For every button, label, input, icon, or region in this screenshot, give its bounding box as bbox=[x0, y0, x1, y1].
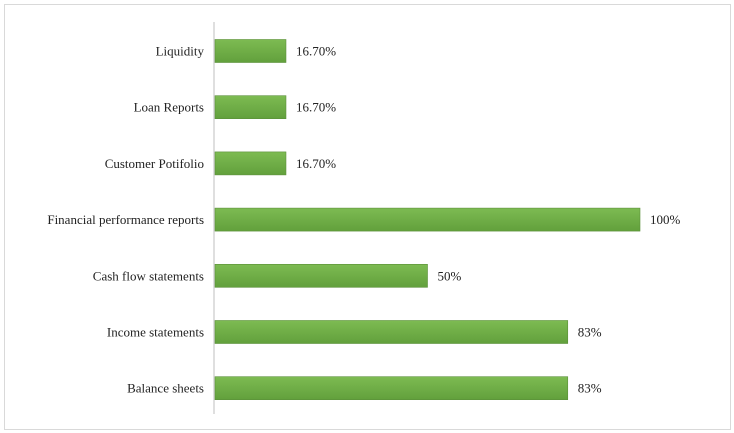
value-label-3: 100% bbox=[650, 212, 681, 227]
bar-4 bbox=[214, 263, 428, 288]
category-label-4: Cash flow statements bbox=[93, 268, 204, 283]
category-label-5: Income statements bbox=[107, 325, 204, 340]
category-label-1: Loan Reports bbox=[134, 100, 204, 115]
category-label-3: Financial performance reports bbox=[47, 212, 204, 227]
bar-5 bbox=[214, 320, 569, 344]
value-label-1: 16.70% bbox=[296, 100, 336, 115]
value-labels: 16.70% 16.70% 16.70% 100% 50% 83% 83% bbox=[296, 44, 681, 396]
value-label-0: 16.70% bbox=[296, 44, 336, 59]
category-label-6: Balance sheets bbox=[127, 381, 204, 396]
bar-3 bbox=[214, 207, 641, 232]
bar-2 bbox=[214, 151, 287, 176]
value-label-4: 50% bbox=[438, 268, 462, 283]
bar-0 bbox=[214, 39, 287, 63]
bars-layer bbox=[214, 39, 641, 401]
bar-1 bbox=[214, 95, 287, 119]
category-label-0: Liquidity bbox=[156, 44, 205, 59]
category-label-2: Customer Potifolio bbox=[105, 156, 204, 171]
value-label-2: 16.70% bbox=[296, 156, 336, 171]
value-label-6: 83% bbox=[578, 381, 602, 396]
bar-6 bbox=[214, 376, 569, 401]
value-label-5: 83% bbox=[578, 325, 602, 340]
category-labels: Liquidity Loan Reports Customer Potifolio F… bbox=[47, 44, 204, 396]
